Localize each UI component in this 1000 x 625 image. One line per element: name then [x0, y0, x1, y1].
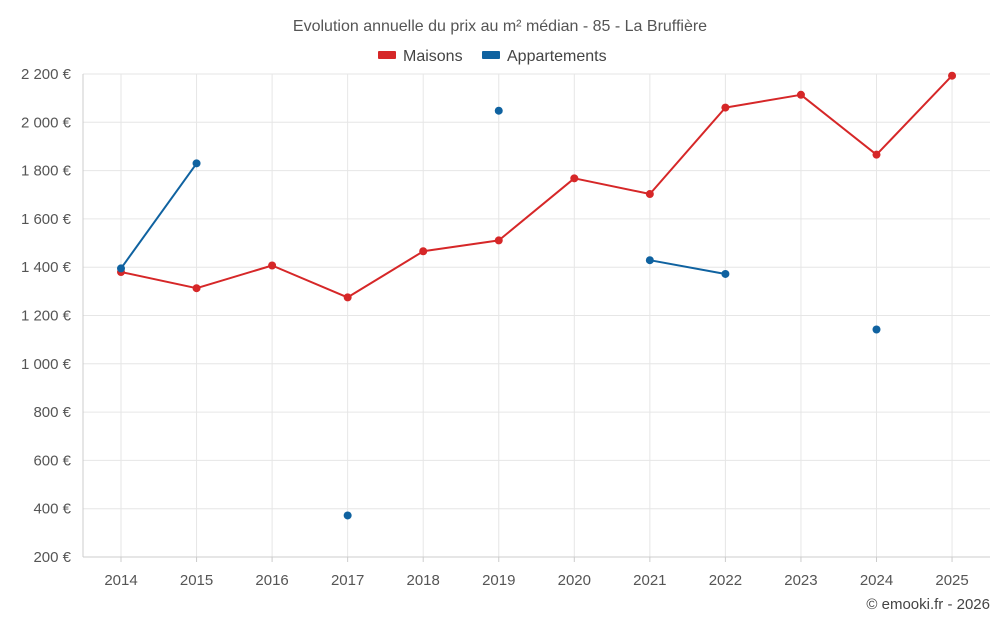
data-point-maisons[interactable] — [419, 247, 428, 256]
data-point-maisons[interactable] — [796, 90, 805, 99]
data-point-maisons[interactable] — [721, 103, 730, 112]
x-tick-label: 2014 — [104, 572, 137, 589]
data-point-appartements[interactable] — [117, 264, 125, 273]
data-point-maisons[interactable] — [343, 293, 352, 302]
data-point-appartements[interactable] — [721, 269, 730, 278]
x-tick-label: 2025 — [935, 572, 968, 589]
y-tick-label: 1 600 € — [21, 211, 72, 228]
data-point-maisons[interactable] — [494, 236, 503, 245]
credit: © emooki.fr - 2026 — [866, 596, 990, 613]
legend-label-maisons[interactable]: Maisons — [403, 48, 463, 65]
data-point-appartements[interactable] — [192, 159, 201, 168]
x-tick-label: 2021 — [633, 572, 666, 589]
x-tick-label: 2018 — [407, 572, 440, 589]
data-point-appartements[interactable] — [343, 511, 352, 520]
x-tick-label: 2016 — [255, 572, 288, 589]
y-tick-label: 2 000 € — [21, 114, 72, 131]
x-tick-label: 2023 — [784, 572, 817, 589]
y-tick-label: 1 400 € — [21, 259, 72, 276]
data-point-appartements[interactable] — [494, 106, 503, 115]
data-point-maisons[interactable] — [570, 174, 579, 183]
legend[interactable]: Maisons Appartements — [378, 48, 607, 65]
data-point-maisons[interactable] — [268, 261, 277, 270]
y-tick-label: 2 200 € — [21, 66, 72, 83]
x-tick-label: 2020 — [558, 572, 591, 589]
legend-swatch-appartements[interactable] — [482, 51, 500, 59]
series-line-appartements — [120, 162, 198, 269]
grid — [83, 73, 990, 558]
y-tick-label: 1 200 € — [21, 308, 72, 325]
x-tick-label: 2017 — [331, 572, 364, 589]
legend-label-appartements[interactable]: Appartements — [507, 48, 607, 65]
y-tick-label: 1 800 € — [21, 163, 72, 180]
y-tick-label: 400 € — [33, 501, 71, 518]
data-point-appartements[interactable] — [645, 256, 654, 265]
axes: 200 € 400 € 600 € 800 € 1 000 € 1 200 € 1 400 … — [21, 66, 990, 589]
data-point-maisons[interactable] — [192, 284, 201, 293]
chart-title: Evolution annuelle du prix au m² médian … — [293, 18, 707, 35]
x-tick-label: 2019 — [482, 572, 515, 589]
series — [117, 71, 957, 520]
x-tick-label: 2022 — [709, 572, 742, 589]
y-tick-label: 200 € — [33, 549, 71, 566]
y-tick-label: 1 000 € — [21, 356, 72, 373]
legend-swatch-maisons[interactable] — [378, 51, 396, 59]
x-tick-label: 2024 — [860, 572, 893, 589]
x-tick-label: 2015 — [180, 572, 213, 589]
data-point-maisons[interactable] — [645, 190, 654, 199]
data-point-maisons[interactable] — [948, 71, 957, 80]
series-line-appartements — [649, 259, 726, 275]
y-tick-label: 800 € — [33, 404, 71, 421]
data-point-maisons[interactable] — [872, 150, 881, 159]
data-point-appartements[interactable] — [872, 325, 881, 334]
series-line-maisons — [120, 75, 953, 299]
y-tick-label: 600 € — [33, 452, 71, 469]
